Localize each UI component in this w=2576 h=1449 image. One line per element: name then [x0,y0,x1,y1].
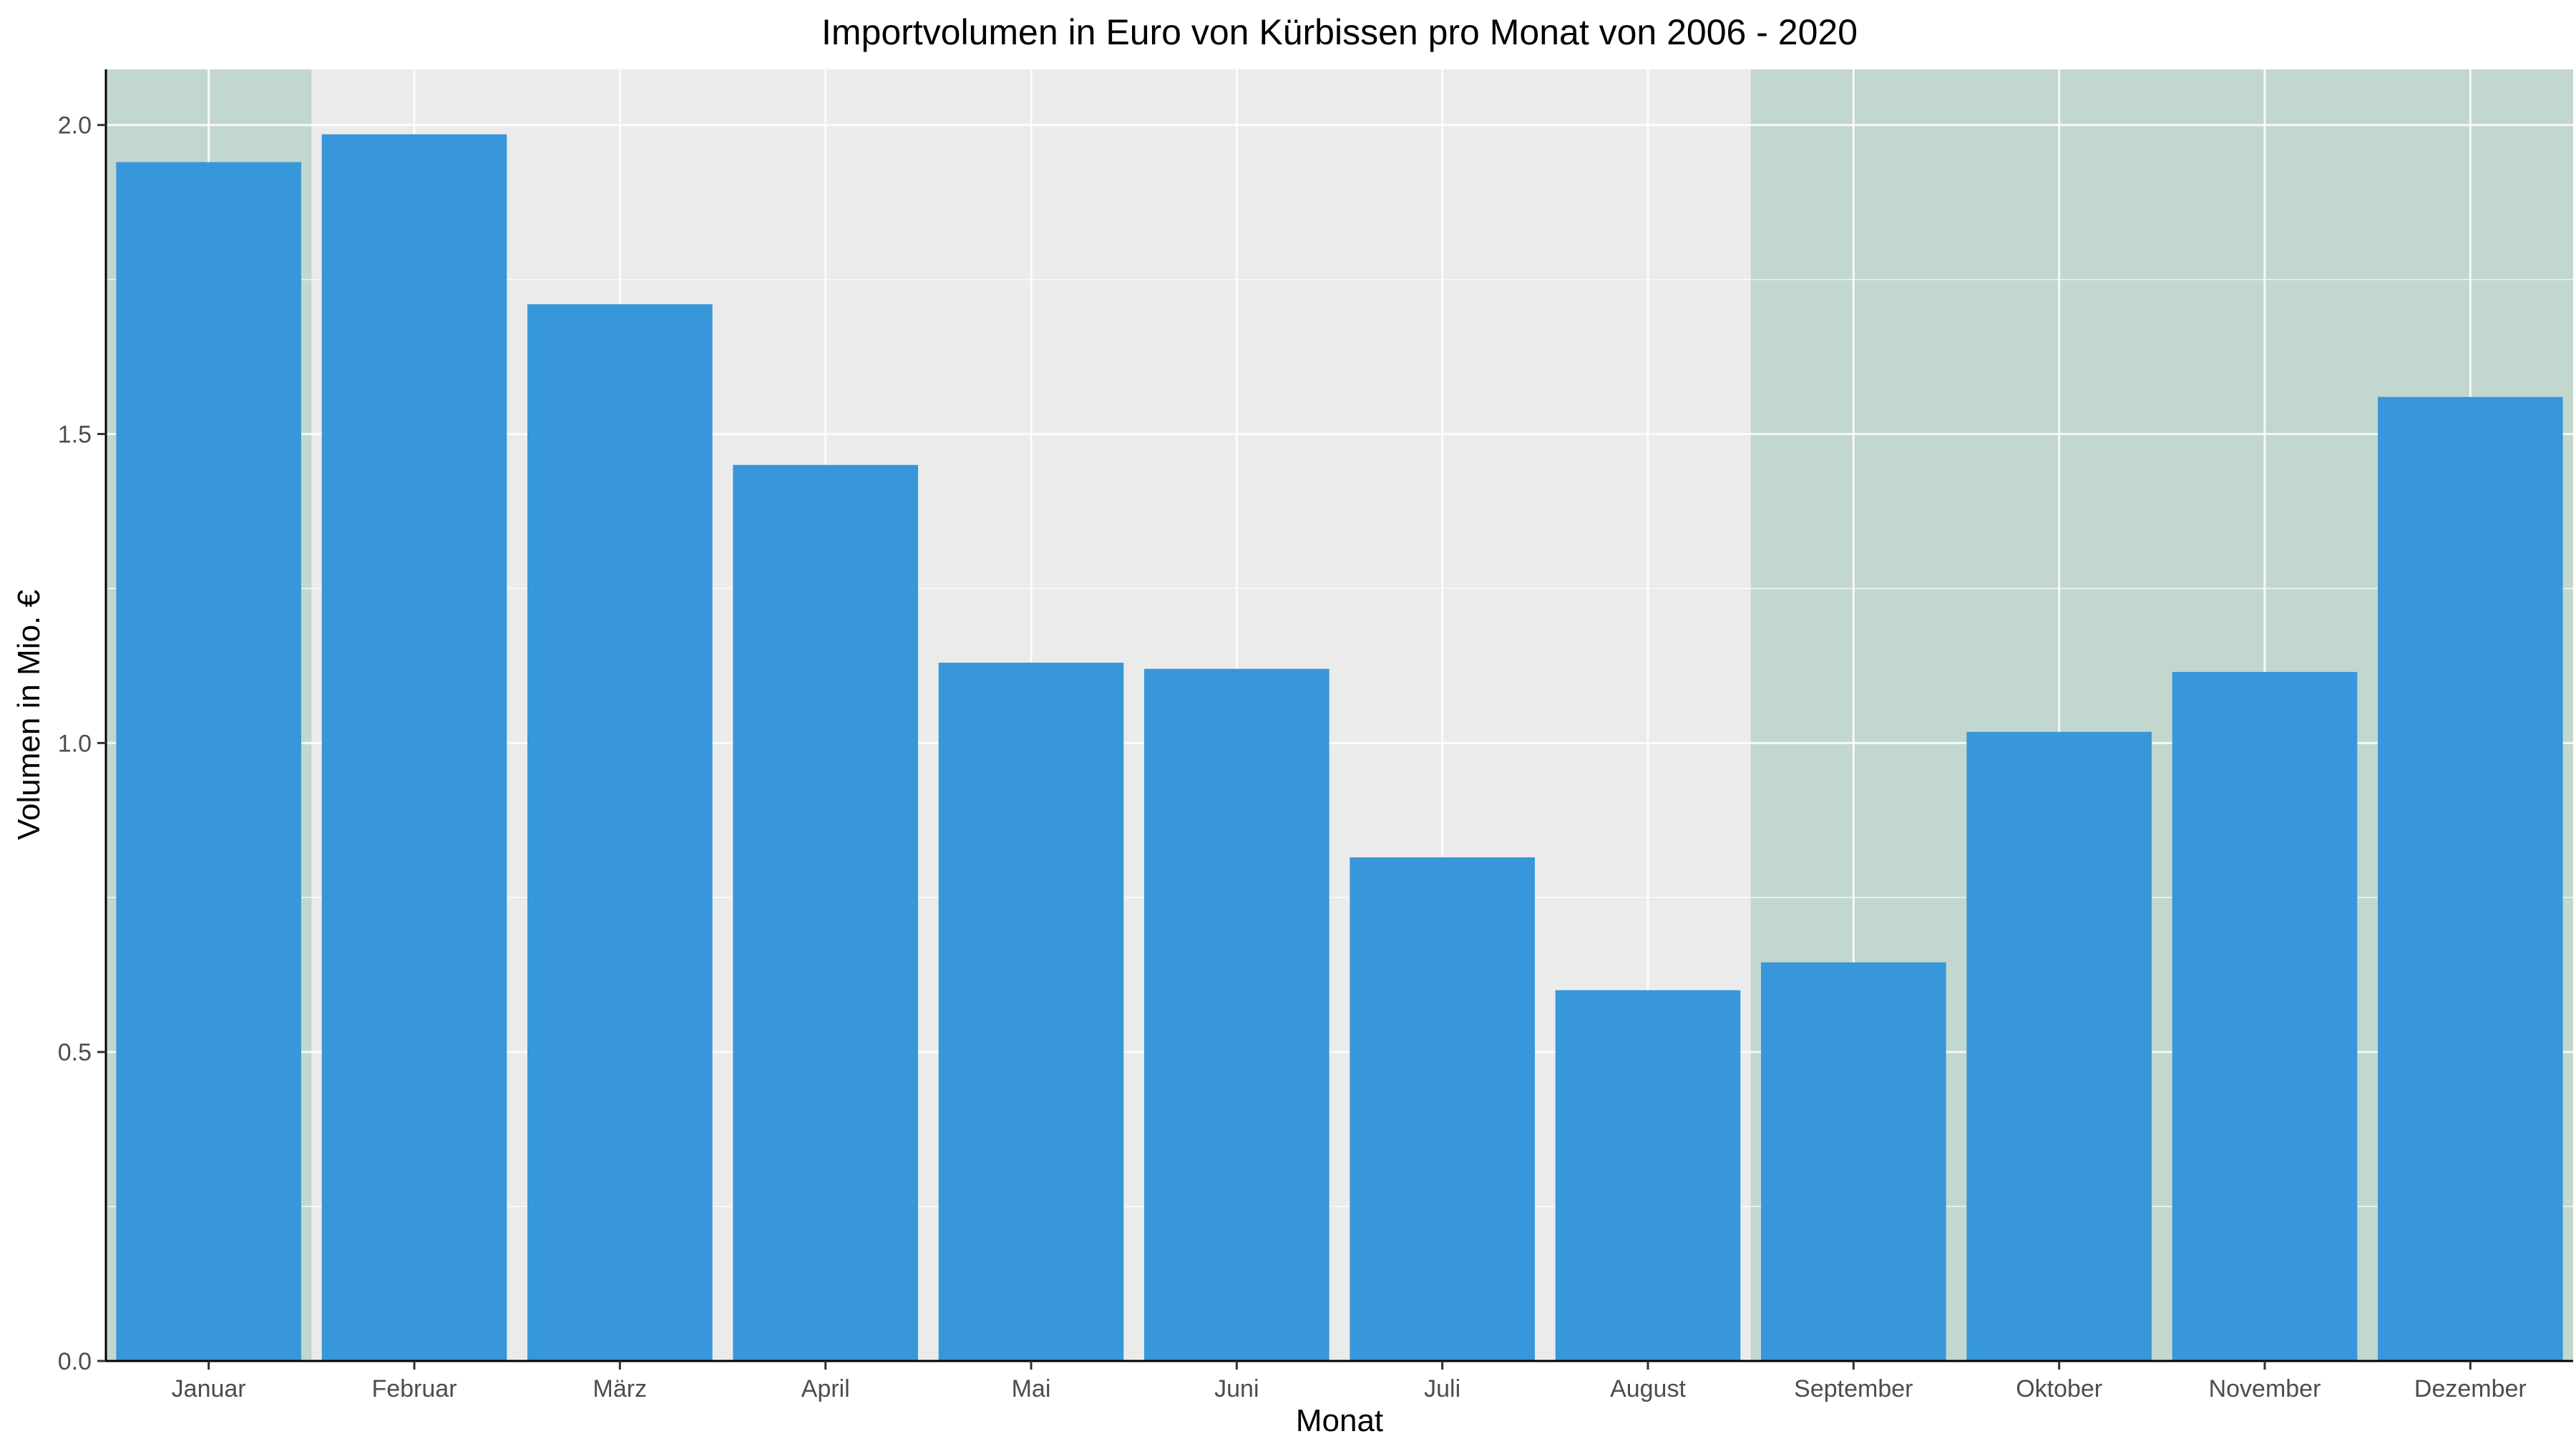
y-tick-label: 1.5 [58,421,92,449]
bar-9 [1761,962,1946,1361]
bar-11 [2172,672,2358,1361]
x-tick-label-12: Dezember [2414,1375,2527,1402]
x-tick-label-2: Februar [371,1375,457,1402]
x-tick-label-5: Mai [1012,1375,1051,1402]
y-tick-label: 2.0 [58,112,92,140]
x-tick-label-6: Juni [1214,1375,1259,1402]
x-tick-label-3: März [593,1375,648,1402]
y-tick-label: 0.0 [58,1348,92,1375]
y-axis-title: Volumen in Mio. € [11,590,47,840]
axes [104,69,2573,1362]
bar-5 [938,663,1124,1361]
bar-3 [527,304,713,1361]
bars [116,134,2563,1362]
bar-2 [321,134,507,1361]
x-axis-title: Monat [1296,1403,1383,1438]
x-axis-ticks: Januar Februar März April Mai Juni Juli August S… [172,1361,2527,1402]
y-tick-label: 1.0 [58,730,92,757]
x-tick-label-11: November [2209,1375,2321,1402]
x-tick-label-10: Oktober [2016,1375,2102,1402]
x-tick-label-9: September [1794,1375,1913,1402]
bar-10 [1966,731,2152,1361]
bar-7 [1350,857,1535,1361]
chart-title: Importvolumen in Euro von Kürbissen pro … [821,12,1858,52]
bar-8 [1555,990,1741,1361]
x-tick-label-4: April [801,1375,850,1402]
x-tick-label-1: Januar [172,1375,246,1402]
bar-1 [116,162,301,1362]
y-tick-label: 0.5 [58,1039,92,1066]
x-tick-label-8: August [1610,1375,1686,1402]
bar-4 [733,464,918,1361]
bar-6 [1144,668,1330,1361]
x-tick-label-7: Juli [1424,1375,1460,1402]
bar-12 [2378,396,2563,1361]
y-axis-ticks: 0.0 0.5 1.0 1.5 2.0 [58,112,106,1375]
